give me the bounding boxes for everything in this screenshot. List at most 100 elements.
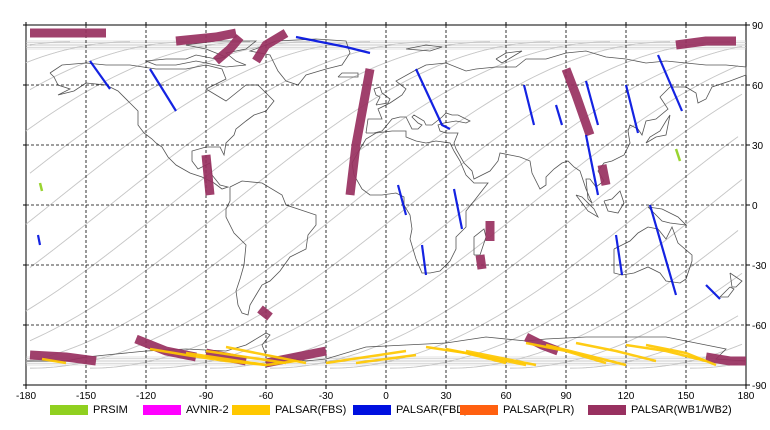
legend-swatch (588, 405, 626, 415)
orbit-track (329, 136, 739, 369)
coastline (575, 194, 599, 219)
coastline (351, 130, 489, 274)
orbit-track (25, 41, 251, 132)
lat-tick-label: 30 (752, 141, 764, 152)
fbd-swath (648, 204, 678, 296)
coastline (719, 286, 735, 298)
orbit-track (29, 41, 191, 90)
fbs-swath (575, 341, 657, 363)
wb-swath (475, 254, 487, 270)
orbit-track (25, 41, 611, 363)
wb-swath (675, 36, 736, 50)
wb-swath (597, 164, 611, 186)
coastline (613, 226, 693, 284)
coastline (603, 190, 625, 214)
fbd-swath (705, 284, 721, 300)
fbs-swath (445, 347, 527, 367)
orbit-track (25, 41, 491, 312)
orbit-track (25, 41, 371, 225)
legend-swatch (460, 405, 498, 415)
wb-swath (705, 352, 746, 366)
legend-item: PALSAR(FBS) (232, 403, 346, 417)
coastline (373, 86, 391, 106)
lon-tick-label: 60 (500, 391, 512, 402)
lon-tick-label: 180 (738, 391, 755, 402)
lon-tick-label: -60 (259, 391, 274, 402)
graticule (26, 25, 746, 385)
legend-label: AVNIR-2 (186, 404, 229, 416)
wb-swath (175, 28, 237, 46)
lon-tick-label: -150 (76, 391, 96, 402)
fbd-swath (420, 244, 428, 276)
lat-tick-label: 0 (752, 201, 758, 212)
coastline (495, 50, 523, 64)
observation-swaths (29, 28, 746, 368)
prsim-swath (674, 148, 682, 162)
coastline (49, 62, 275, 190)
fbs-swath (465, 349, 537, 367)
legend-label: PALSAR(FBS) (275, 404, 347, 416)
prsim-swath (38, 182, 44, 192)
coastline (729, 272, 743, 288)
orbit-track (29, 41, 671, 369)
fbs-swath (355, 353, 417, 365)
fbs-swath (149, 347, 297, 367)
wb-swath (213, 34, 244, 65)
fbd-swath (36, 234, 42, 246)
coastlines (26, 38, 747, 362)
coastline (337, 72, 359, 78)
lon-tick-label: 120 (618, 391, 635, 402)
wb-swath (205, 348, 247, 366)
fbd-swath (415, 68, 451, 130)
lat-tick-label: -60 (752, 321, 767, 332)
legend-swatch (232, 405, 270, 415)
legend-item: AVNIR-2 (143, 403, 229, 417)
fbd-swath (295, 35, 371, 55)
legend-swatch (50, 405, 88, 415)
fbd-swath (89, 60, 111, 90)
lon-tick-label: -120 (136, 391, 156, 402)
legend-item: PALSAR(PLR) (460, 403, 574, 417)
fbd-swath (149, 68, 177, 112)
coastline (473, 228, 487, 256)
lon-tick-label: 150 (678, 391, 695, 402)
wb-swath (257, 305, 273, 321)
wb-swath (561, 67, 595, 137)
wb-swath (345, 68, 375, 196)
wb-swath (252, 29, 289, 64)
lat-tick-label: -30 (752, 261, 767, 272)
lat-tick-label: 90 (752, 21, 764, 32)
fbd-swath (656, 54, 684, 112)
lon-tick-label: 0 (383, 391, 389, 402)
fbd-swath (522, 84, 536, 126)
lon-tick-label: -30 (319, 391, 334, 402)
fbs-swath (225, 345, 307, 365)
fbs-swath (325, 349, 407, 365)
lon-tick-label: -90 (199, 391, 214, 402)
fbs-swath (205, 349, 287, 365)
lat-tick-label: -90 (752, 381, 767, 392)
orbit-track (89, 41, 731, 369)
lon-tick-label: 90 (560, 391, 572, 402)
orbit-track (29, 41, 551, 342)
coastline (225, 180, 317, 316)
fbs-swath (645, 343, 717, 367)
orbit-track (569, 315, 739, 369)
fbs-swath (41, 357, 67, 365)
legend-item: PALSAR(FBD) (353, 403, 468, 417)
coastline (248, 38, 351, 86)
axis-ticks: -180 -150 -120 -90 -60 -30 0 30 60 90 120 150 180 90 6… (16, 21, 767, 402)
lon-tick-label: -180 (16, 391, 36, 402)
lon-tick-label: 30 (440, 391, 452, 402)
legend-item: PALSAR(WB1/WB2) (588, 403, 732, 417)
coastline (405, 44, 443, 52)
legend-label: PRSIM (93, 404, 128, 416)
fbd-swath (624, 84, 640, 134)
coastline (645, 114, 671, 144)
legend-swatch (143, 405, 181, 415)
coastline (145, 40, 258, 68)
legend-label: PALSAR(PLR) (503, 404, 575, 416)
legend-label: PALSAR(FBD) (396, 404, 468, 416)
fbs-swath (185, 351, 267, 367)
